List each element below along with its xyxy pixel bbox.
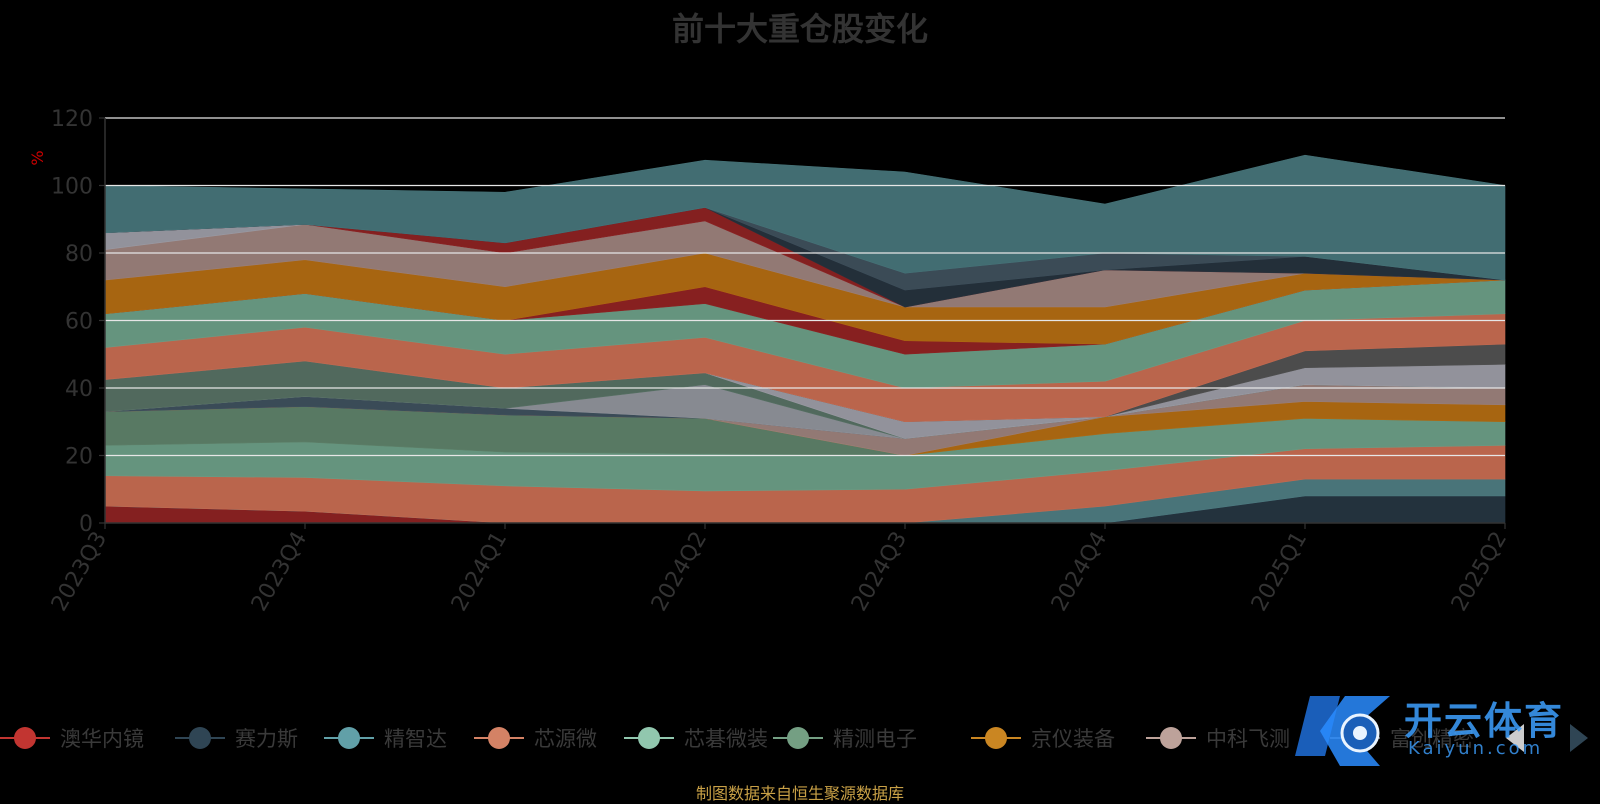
legend-item[interactable]: 精智达 [324,720,447,756]
x-tick-label: 2024Q1 [447,528,512,616]
series-areas [104,154,1506,524]
watermark-text: 开云体育 [1404,699,1565,743]
legend-swatch-icon [971,726,1021,750]
x-tick-label: 2023Q3 [47,528,112,616]
legend-label: 精智达 [384,727,447,751]
legend-label: 芯源微 [534,727,597,751]
legend-item[interactable]: 芯源微 [474,720,597,756]
area-series-22 [104,154,1506,281]
legend-prev-arrow-icon[interactable] [1506,724,1524,752]
x-tick-label: 2024Q2 [647,528,712,616]
x-tick-label: 2023Q4 [247,528,312,616]
legend-item[interactable]: 精测电子 [773,720,917,756]
legend-item[interactable]: 赛力斯 [175,720,298,756]
watermark-logo-icon [1295,696,1390,766]
x-tick-label: 2025Q2 [1447,528,1512,616]
gridlines [105,117,1505,457]
legend-swatch-icon [474,726,524,750]
legend-pager[interactable] [1506,720,1600,756]
legend-item[interactable]: 中科飞测 [1146,720,1290,756]
watermark-subtext: Kaiyun.com [1408,738,1544,759]
legend-label: 赛力斯 [235,727,298,751]
x-tick-label: 2024Q4 [1047,528,1112,616]
legend-label: 中科飞测 [1206,727,1290,751]
y-tick-label: 80 [65,242,93,267]
legend-swatch-icon [324,726,374,750]
y-tick-label: 120 [51,107,93,132]
y-tick-label: 100 [51,175,93,200]
legend-item[interactable]: 芯碁微装 [624,720,768,756]
legend-swatch-icon [773,726,823,750]
legend-label: 精测电子 [833,727,917,751]
y-tick-label: 60 [65,310,93,335]
legend-label: 芯碁微装 [684,727,768,751]
legend-swatch-icon [624,726,674,750]
x-tick-label: 2025Q1 [1247,528,1312,616]
legend-swatch-icon [1146,726,1196,750]
legend-label: 富创精密 [1390,727,1474,751]
y-axis-label: % [28,150,47,165]
data-source-note: 制图数据来自恒生聚源数据库 [695,784,904,803]
x-tick-label: 2024Q3 [847,528,912,616]
y-tick-label: 0 [79,512,93,537]
legend-label: 澳华内镜 [60,727,144,751]
legend-swatch-icon [0,726,50,750]
legend-label: 京仪装备 [1031,727,1115,751]
legend-next-arrow-icon[interactable] [1570,724,1588,752]
legend-item[interactable]: 京仪装备 [971,720,1115,756]
chart-title: 前十大重仓股变化 [671,10,928,48]
legend-swatch-icon [175,726,225,750]
y-tick-label: 20 [65,445,93,470]
legend-item[interactable]: 澳华内镜 [0,720,144,756]
y-tick-label: 40 [65,377,93,402]
